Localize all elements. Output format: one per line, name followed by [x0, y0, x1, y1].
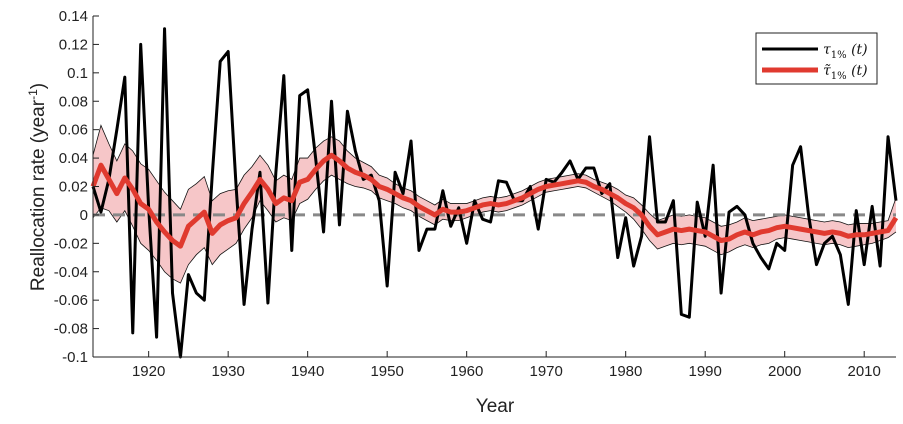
- y-tick-label: 0.12: [59, 36, 88, 53]
- y-tick-label: -0.1: [62, 349, 88, 366]
- y-axis-title-exponent: -1: [26, 89, 40, 100]
- legend-label-raw: τ1% (t): [823, 42, 868, 61]
- x-tick-label: 1960: [450, 363, 483, 380]
- y-tick-label: 0.14: [59, 8, 88, 25]
- y-axis-title: Reallocation rate (year-1): [26, 83, 49, 291]
- x-tick-label: 1970: [529, 363, 562, 380]
- series-line-raw: [91, 27, 898, 359]
- legend-raw-subscript: 1%: [831, 50, 847, 61]
- confidence-band-lower: [92, 174, 897, 284]
- x-tick-label: 1980: [609, 363, 642, 380]
- y-tick-label: -0.04: [54, 264, 88, 281]
- legend-label-smoothed: τ̃1% (t): [823, 63, 868, 82]
- y-tick-label: 0.1: [67, 65, 88, 82]
- x-tick-label: 1940: [291, 363, 324, 380]
- legend-smoothed-argument: (t): [847, 63, 868, 79]
- x-tick-label: 2010: [848, 363, 881, 380]
- series-layer: [90, 27, 899, 359]
- y-axis-title-close: ): [28, 83, 49, 89]
- y-axis-title-main: Reallocation rate (year: [28, 99, 49, 291]
- x-tick-label: 1950: [370, 363, 403, 380]
- x-axis-title: Year: [476, 396, 515, 417]
- x-tick-label: 1990: [689, 363, 722, 380]
- y-tick-label: 0.02: [59, 179, 88, 196]
- legend-smoothed-symbol: τ̃: [823, 63, 831, 79]
- series-line-smoothed: [90, 152, 899, 249]
- y-tick-label: -0.02: [54, 235, 88, 252]
- legend-smoothed-subscript: 1%: [831, 71, 847, 82]
- x-tick-label: 2000: [768, 363, 801, 380]
- y-tick-label: 0.06: [59, 122, 88, 139]
- legend-raw-argument: (t): [847, 42, 868, 58]
- legend-raw-symbol: τ: [823, 42, 831, 58]
- x-tick-label: 1920: [132, 363, 165, 380]
- y-tick-label: 0: [80, 207, 88, 224]
- x-tick-label: 1930: [211, 363, 244, 380]
- y-tick-label: 0.04: [59, 150, 88, 167]
- legend-box: [755, 32, 878, 85]
- legend: τ1% (t) τ̃1% (t): [755, 32, 878, 85]
- y-tick-label: -0.08: [54, 321, 88, 338]
- y-tick-label: 0.08: [59, 93, 88, 110]
- ticks-layer: 1920 1930 1940 1950 1960 1970 1980 1990 2000 2010…: [54, 8, 881, 380]
- y-tick-label: -0.06: [54, 292, 88, 309]
